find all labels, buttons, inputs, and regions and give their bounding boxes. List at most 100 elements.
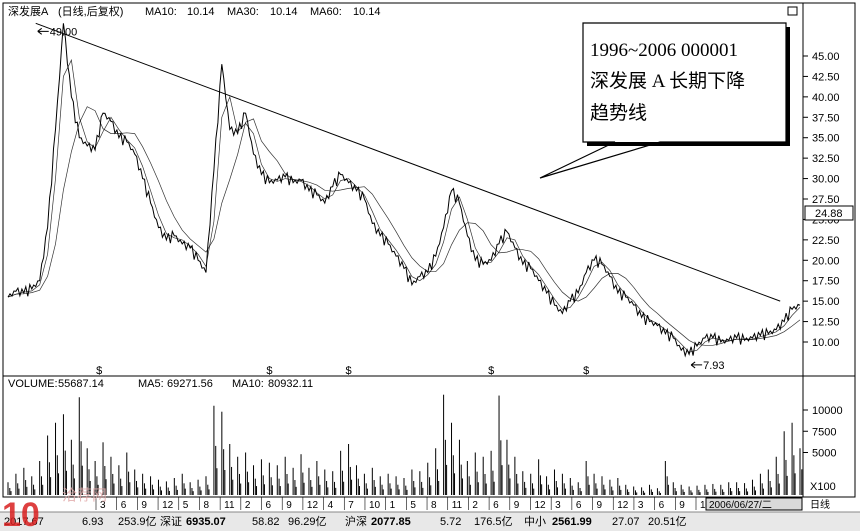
x-tick-label: 7 [348,500,354,511]
chart-mode: (日线,后复权) [58,4,123,18]
downtrend-line [35,22,781,302]
status-partial-2: 6.93 [82,516,103,528]
price-tick-label: 10.00 [812,337,840,349]
vol-ma10-label: MA10: [232,378,264,390]
x-tick-label: 12 [617,500,629,511]
current-price-box [804,205,854,221]
dividend-marker: $ [583,365,589,377]
x-tick-label: 6 [121,500,127,511]
x-tick-label: 12 [307,500,319,511]
price-tick-label: 17.50 [812,276,840,288]
x-tick-label: 9 [514,500,520,511]
x-tick-label: 9 [679,500,685,511]
zx-value: 2561.99 [552,516,592,528]
maximize-icon[interactable] [787,6,798,16]
x-tick-label: 2 [472,500,478,511]
x-tick-label: 3 [638,500,644,511]
x-tick-label: 8 [203,500,209,511]
zx-amount: 20.51亿 [648,515,687,528]
callout-line-3: 趋势线 [590,102,647,124]
callout-line-2: 深发展 A 长期下降 [590,70,745,92]
volume-bars [7,394,804,495]
hs-label: 沪深 [345,514,367,528]
x-tick-label: 6 [266,500,272,511]
ma60-value: 10.14 [353,6,381,18]
price-tick-label: 12.50 [812,317,840,329]
hs-change: 5.72 [440,516,461,528]
x-tick-label: 9 [286,500,292,511]
hs-amount: 176.5亿 [474,515,513,528]
callout-shadow-bottom [587,142,790,146]
sz-change: 58.82 [252,516,280,528]
price-tick-label: 22.50 [812,235,840,247]
status-partial-1: 2017.67 [4,516,44,528]
callout-line-1: 1996~2006 000001 [590,40,738,61]
x-tick-label: 8 [431,500,437,511]
x-tick-label: 6 [576,500,582,511]
x-tick-label: 9 [597,500,603,511]
x-tick-label: 12 [534,500,546,511]
watermark-text: 洽荐网 [62,487,107,504]
price-axis: 10.0012.5015.0017.5020.0022.5025.0027.50… [803,51,840,349]
status-bar [0,512,860,531]
price-tick-label: 30.00 [812,174,840,186]
dividend-marker: $ [488,365,494,377]
sz-amount: 96.29亿 [288,515,327,528]
high-label: 49.00 [50,26,78,38]
sz-value: 6935.07 [186,516,226,528]
price-tick-label: 20.00 [812,255,840,267]
ma10-value: 10.14 [187,6,215,18]
low-arrow-icon [690,361,703,369]
ma60-label: MA60: [310,6,342,18]
current-price: 24.88 [815,208,843,220]
zx-label: 中小 [524,515,546,528]
x-tick-label: 2 [245,500,251,511]
price-line [7,23,801,358]
status-partial-3: 253.9亿 [118,515,157,528]
price-tick-label: 37.50 [812,112,840,124]
volume-tick-label: 10000 [812,405,843,417]
price-tick-label: 35.00 [812,133,840,145]
high-arrow-icon [37,27,49,35]
x-tick-label: 6 [659,500,665,511]
sz-label: 深证 [160,515,182,528]
dividend-marker: $ [346,365,352,377]
x-axis-labels: 36912581126912471015811269123691236912 [95,497,712,511]
dividend-marker: $ [96,365,102,377]
ma30-label: MA30: [227,6,259,18]
x-tick-label: 10 [369,500,381,511]
date-box [705,497,803,511]
date-value: 2006/06/27/二 [709,500,772,511]
watermark-logo: 10 [2,496,40,531]
volume-value: 55687.14 [58,378,104,390]
ma30-line [7,106,801,346]
x-tick-label: 11 [224,500,235,511]
x-tick-label: 5 [183,500,189,511]
stock-name: 深发展A [8,4,49,18]
ma30-value: 10.14 [270,6,298,18]
dividend-marks: $ $ $ $ $ [96,365,589,377]
zx-change: 27.07 [612,516,640,528]
volume-unit: X100 [810,481,836,493]
x-tick-label: 9 [141,500,147,511]
price-series [7,23,801,358]
x-tick-label: 4 [328,500,334,511]
ma10-line [7,58,801,353]
x-tick-label: 3 [100,500,106,511]
price-tick-label: 40.00 [812,92,840,104]
x-tick-label: 6 [493,500,499,511]
callout-shadow [786,27,790,146]
period-label[interactable]: 日线 [810,498,830,511]
volume-tick-label: 5000 [812,448,836,460]
dividend-marker: $ [266,365,272,377]
ma10-label: MA10: [145,6,177,18]
x-tick-label: 12 [162,500,174,511]
vol-ma5-label: MA5: [138,378,164,390]
volume-axis: 5000 7500 10000 [803,405,843,460]
price-tick-label: 27.50 [812,194,840,206]
low-label: 7.93 [703,360,724,372]
hs-value: 2077.85 [371,516,411,528]
price-tick-label: 32.50 [812,153,840,165]
vol-ma10-value: 80932.11 [268,378,313,390]
